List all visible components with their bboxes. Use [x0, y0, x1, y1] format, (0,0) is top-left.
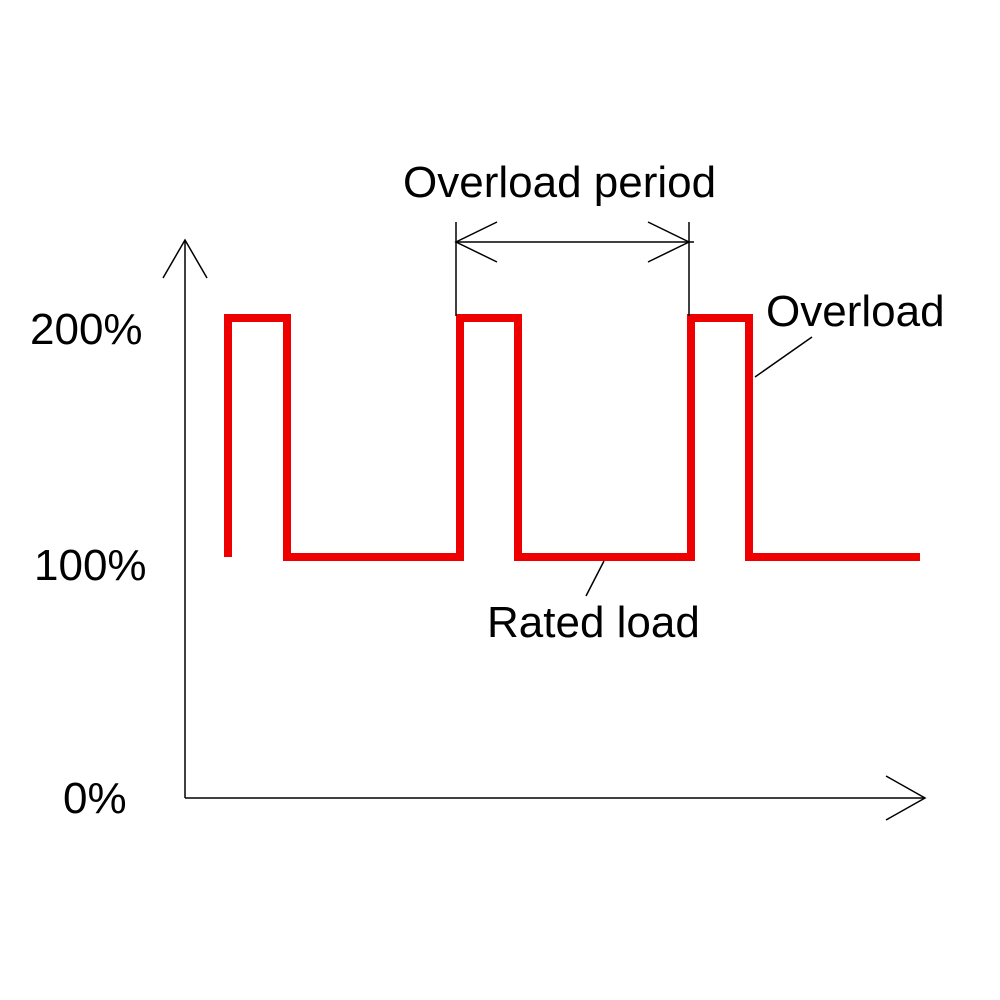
overload-period-label: Overload period: [403, 158, 716, 207]
y-tick-label-100: 100%: [34, 541, 147, 590]
x-axis-arrowhead: [885, 775, 927, 821]
load-waveform: [224, 314, 920, 561]
rated-load-label: Rated load: [487, 598, 700, 647]
rated-load-leader-line: [585, 560, 605, 597]
y-tick-label-0: 0%: [63, 774, 127, 823]
period-arrowhead-left: [454, 221, 498, 263]
y-axis-arrowhead: [162, 238, 208, 279]
overload-leader-line: [754, 336, 813, 378]
overload-label: Overload: [766, 287, 945, 336]
y-tick-label-200: 200%: [30, 305, 143, 354]
period-arrowhead-right: [647, 221, 691, 263]
